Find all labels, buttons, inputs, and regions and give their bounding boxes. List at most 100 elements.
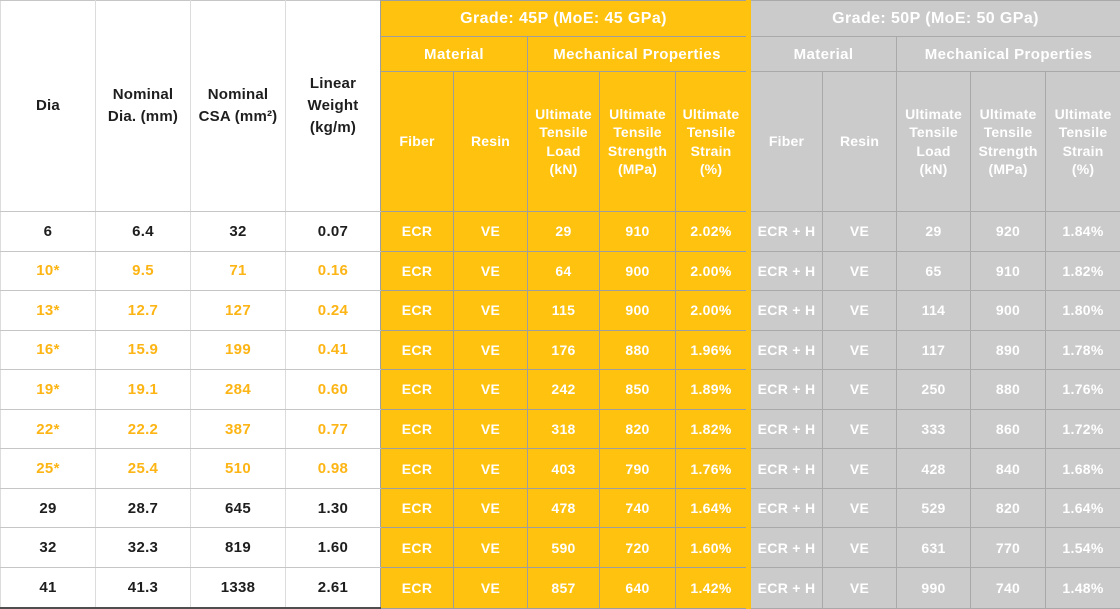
cell-dia: 6: [0, 211, 96, 252]
cell-50p-load: 65: [896, 250, 972, 292]
table-row: 22* 22.2 387 0.77 ECR VE 318 820 1.82% E…: [0, 408, 1120, 450]
cell-csa: 127: [190, 290, 286, 331]
cell-50p-fiber: ECR + H: [746, 527, 824, 568]
cell-weight: 2.61: [285, 566, 381, 609]
cell-45p-fiber: ECR: [380, 369, 454, 410]
cell-45p-load: 29: [527, 211, 600, 252]
cell-csa: 819: [190, 527, 286, 568]
cell-nominal-dia: 28.7: [95, 487, 191, 529]
cell-dia: 13*: [0, 290, 96, 331]
header-dia: Dia: [0, 0, 96, 212]
header-strength-50p: Ultimate Tensile Strength (MPa): [970, 71, 1047, 212]
cell-50p-fiber: ECR + H: [746, 290, 824, 331]
cell-45p-load: 590: [527, 527, 600, 568]
cell-45p-resin: VE: [453, 250, 528, 292]
cell-50p-resin: VE: [822, 566, 898, 609]
header-material-50p: Material: [746, 36, 898, 72]
cell-50p-strength: 860: [970, 408, 1047, 450]
cell-45p-strain: 1.96%: [674, 329, 750, 371]
cell-45p-strain: 2.02%: [674, 211, 750, 252]
table-row: 6 6.4 32 0.07 ECR VE 29 910 2.02% ECR + …: [0, 211, 1120, 252]
cell-50p-strength: 890: [970, 329, 1047, 371]
cell-nominal-dia: 12.7: [95, 290, 191, 331]
cell-50p-resin: VE: [822, 408, 898, 450]
cell-45p-strength: 790: [599, 448, 676, 489]
cell-nominal-dia: 6.4: [95, 211, 191, 252]
cell-50p-strength: 740: [970, 566, 1047, 609]
cell-nominal-dia: 9.5: [95, 250, 191, 292]
cell-45p-load: 242: [527, 369, 600, 410]
cell-50p-strain: 1.72%: [1045, 408, 1120, 450]
cell-50p-strength: 840: [970, 448, 1047, 489]
cell-45p-strength: 740: [599, 487, 676, 529]
cell-nominal-dia: 32.3: [95, 527, 191, 568]
cell-45p-load: 857: [527, 566, 600, 609]
cell-csa: 199: [190, 329, 286, 371]
cell-nominal-dia: 25.4: [95, 448, 191, 489]
table-row: 19* 19.1 284 0.60 ECR VE 242 850 1.89% E…: [0, 369, 1120, 410]
table-row: 13* 12.7 127 0.24 ECR VE 115 900 2.00% E…: [0, 290, 1120, 331]
cell-45p-strain: 2.00%: [674, 290, 750, 331]
cell-45p-strength: 640: [599, 566, 676, 609]
header-resin-50p: Resin: [822, 71, 898, 212]
cell-45p-fiber: ECR: [380, 211, 454, 252]
cell-45p-fiber: ECR: [380, 250, 454, 292]
header-strain-50p: Ultimate Tensile Strain (%): [1045, 71, 1120, 212]
header-mechanical-50p: Mechanical Properties: [896, 36, 1120, 72]
cell-50p-fiber: ECR + H: [746, 329, 824, 371]
cell-50p-strength: 770: [970, 527, 1047, 568]
cell-50p-resin: VE: [822, 290, 898, 331]
cell-nominal-dia: 22.2: [95, 408, 191, 450]
cell-weight: 1.30: [285, 487, 381, 529]
cell-45p-strain: 1.64%: [674, 487, 750, 529]
table-header: Dia Nominal Dia. (mm) Nominal CSA (mm²) …: [0, 0, 1120, 212]
cell-45p-strength: 720: [599, 527, 676, 568]
cell-50p-load: 631: [896, 527, 972, 568]
header-strength-45p: Ultimate Tensile Strength (MPa): [599, 71, 676, 212]
cell-45p-strain: 1.89%: [674, 369, 750, 410]
cell-50p-resin: VE: [822, 369, 898, 410]
header-load-45p: Ultimate Tensile Load (kN): [527, 71, 600, 212]
cell-50p-load: 990: [896, 566, 972, 609]
cell-csa: 284: [190, 369, 286, 410]
table-row: 16* 15.9 199 0.41 ECR VE 176 880 1.96% E…: [0, 329, 1120, 371]
header-grade-45p: Grade: 45P (MoE: 45 GPa): [379, 0, 750, 37]
cell-weight: 0.16: [285, 250, 381, 292]
cell-45p-fiber: ECR: [380, 329, 454, 371]
cell-45p-strain: 1.82%: [674, 408, 750, 450]
cell-weight: 0.60: [285, 369, 381, 410]
header-linear-weight: Linear Weight (kg/m): [285, 0, 381, 212]
cell-nominal-dia: 19.1: [95, 369, 191, 410]
cell-nominal-dia: 41.3: [95, 566, 191, 609]
header-fiber-45p: Fiber: [380, 71, 454, 212]
cell-50p-resin: VE: [822, 250, 898, 292]
cell-45p-resin: VE: [453, 290, 528, 331]
cell-50p-strain: 1.76%: [1045, 369, 1120, 410]
cell-50p-load: 333: [896, 408, 972, 450]
cell-45p-load: 478: [527, 487, 600, 529]
cell-weight: 0.41: [285, 329, 381, 371]
cell-50p-load: 428: [896, 448, 972, 489]
cell-csa: 510: [190, 448, 286, 489]
cell-45p-strain: 1.60%: [674, 527, 750, 568]
cell-45p-fiber: ECR: [380, 290, 454, 331]
cell-50p-load: 114: [896, 290, 972, 331]
header-nominal-csa: Nominal CSA (mm²): [190, 0, 286, 212]
cell-dia: 41: [0, 566, 96, 609]
header-grade-50p: Grade: 50P (MoE: 50 GPa): [746, 0, 1120, 37]
cell-45p-strength: 820: [599, 408, 676, 450]
cell-50p-load: 117: [896, 329, 972, 371]
cell-45p-load: 115: [527, 290, 600, 331]
table-row: 29 28.7 645 1.30 ECR VE 478 740 1.64% EC…: [0, 487, 1120, 529]
cell-45p-fiber: ECR: [380, 566, 454, 609]
header-mechanical-45p: Mechanical Properties: [526, 36, 750, 72]
cell-50p-strain: 1.80%: [1045, 290, 1120, 331]
table-row: 41 41.3 1338 2.61 ECR VE 857 640 1.42% E…: [0, 566, 1120, 609]
cell-45p-fiber: ECR: [380, 408, 454, 450]
cell-50p-resin: VE: [822, 487, 898, 529]
cell-csa: 1338: [190, 566, 286, 609]
cell-45p-fiber: ECR: [380, 448, 454, 489]
cell-dia: 10*: [0, 250, 96, 292]
cell-45p-load: 318: [527, 408, 600, 450]
cell-45p-resin: VE: [453, 211, 528, 252]
